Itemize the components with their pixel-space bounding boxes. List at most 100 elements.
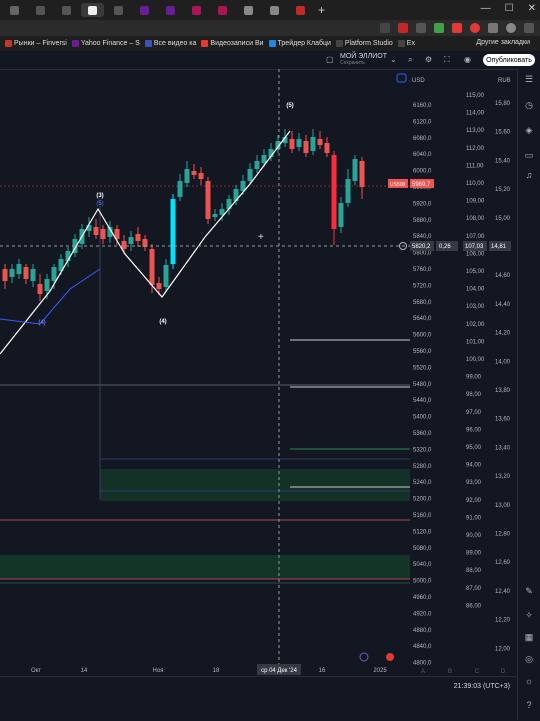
layout-name[interactable]: МОЙ ЭЛЛИОТ Сохранить xyxy=(340,53,387,67)
browser-tab[interactable] xyxy=(107,3,130,17)
calendar-icon[interactable]: ▦ xyxy=(524,632,534,642)
price-axis-tick: 5280,0 xyxy=(413,464,432,470)
axis3-tick: 13,20 xyxy=(495,474,511,480)
ideas-icon[interactable]: ✧ xyxy=(525,610,533,620)
watchlist-icon[interactable]: ☰ xyxy=(524,74,534,84)
scale-letter: A xyxy=(421,669,425,675)
currency-label: USD xyxy=(412,78,425,84)
tab-favicon-icon xyxy=(10,5,19,15)
extensions-puzzle-icon[interactable] xyxy=(488,23,498,33)
time-axis-tick: 14 xyxy=(81,668,88,674)
browser-tab[interactable] xyxy=(211,3,234,17)
price-chart[interactable]: (3) (4) (5) (4) (5) 6160,0 6120,0 6080,0 6040,0… xyxy=(0,69,518,676)
maximize-icon[interactable]: ☐ xyxy=(504,3,514,14)
browser-tab[interactable] xyxy=(159,3,182,17)
axis3-tick: 14,60 xyxy=(495,273,511,279)
price-axis-tick: 5040,0 xyxy=(413,562,432,568)
close-icon[interactable]: ✕ xyxy=(527,3,536,14)
address-bar xyxy=(0,20,540,36)
browser-tab[interactable] xyxy=(3,3,26,17)
candle xyxy=(317,139,323,145)
candle xyxy=(338,203,344,227)
search-icon[interactable]: ⌕ xyxy=(408,55,413,64)
cross-price-tag xyxy=(410,241,434,251)
elliott-subwave-line xyxy=(0,268,101,325)
price-axis-tick: 5520,0 xyxy=(413,365,432,371)
candle xyxy=(30,269,36,281)
axis2-tick: 112,00 xyxy=(466,146,485,152)
bookmark-item[interactable]: Все видео ка xyxy=(144,40,196,47)
price-axis-tick: 4920,0 xyxy=(413,611,432,617)
currency-right-label: RUB xyxy=(498,78,511,84)
bookmark-item[interactable]: Трейдер Клабци xyxy=(268,40,331,47)
extension-icon[interactable] xyxy=(452,23,462,33)
axis3-tick: 14,40 xyxy=(495,302,511,308)
download-icon[interactable] xyxy=(434,23,444,33)
candle xyxy=(93,227,99,235)
add-alert-icon xyxy=(399,242,407,250)
browser-tab[interactable] xyxy=(133,3,156,17)
extension-icon[interactable] xyxy=(470,23,480,33)
candle xyxy=(51,267,57,281)
window-controls: — ☐ ✕ xyxy=(481,3,536,14)
fullscreen-icon[interactable]: ⛶ xyxy=(444,55,450,64)
minimize-icon[interactable]: — xyxy=(480,3,491,14)
pen-icon[interactable]: ✎ xyxy=(525,586,533,596)
price-axis-tick: 5720,0 xyxy=(413,283,432,289)
chat-icon[interactable]: ▭ xyxy=(524,150,534,160)
notifications-icon[interactable]: ♫ xyxy=(525,170,533,180)
wave-label: (3) xyxy=(96,193,103,199)
browser-tab[interactable] xyxy=(263,3,286,17)
browser-tab[interactable] xyxy=(185,3,208,17)
tab-favicon-icon xyxy=(244,5,253,15)
browser-tab[interactable] xyxy=(29,3,52,17)
help-icon[interactable]: ? xyxy=(526,700,532,710)
bulb-icon[interactable]: ☼ xyxy=(524,676,534,686)
price-axis-tick: 5920,0 xyxy=(413,201,432,207)
axis2-tick: 102,00 xyxy=(466,322,485,328)
axis3-tick: 15,80 xyxy=(495,101,511,107)
other-bookmarks[interactable]: Другие закладки xyxy=(476,39,530,46)
axis2-tick: 108,00 xyxy=(466,216,485,222)
new-tab-icon[interactable]: + xyxy=(318,3,326,17)
profile-avatar[interactable] xyxy=(506,23,516,33)
extension-icon[interactable] xyxy=(416,23,426,33)
bookmark-star-icon[interactable] xyxy=(380,23,390,33)
bookmark-item[interactable]: Ex xyxy=(397,40,415,47)
browser-tab[interactable] xyxy=(289,3,312,17)
candle xyxy=(275,141,281,149)
extension-icon[interactable] xyxy=(398,23,408,33)
price-axis-tick: 4840,0 xyxy=(413,644,432,650)
axis3-tick: 15,20 xyxy=(495,187,511,193)
crosshair-date-text: ср 04 Дек '24 xyxy=(261,668,298,674)
candle xyxy=(191,171,197,175)
price-axis-tick: 5160,0 xyxy=(413,513,432,519)
candle xyxy=(247,169,253,181)
candle xyxy=(163,265,169,287)
bookmark-item[interactable]: Видеозаписи Ви xyxy=(201,40,264,47)
candle xyxy=(156,283,162,289)
axis3-tick: 12,80 xyxy=(495,532,511,538)
layout-icon[interactable]: ▢ xyxy=(326,55,334,64)
publish-button[interactable]: Опубликовать xyxy=(483,54,535,66)
candle xyxy=(149,249,155,285)
bookmark-favicon-icon xyxy=(5,40,12,47)
alerts-clock-icon[interactable]: ◷ xyxy=(525,100,533,110)
browser-tab[interactable] xyxy=(237,3,260,17)
menu-icon[interactable] xyxy=(524,23,534,33)
settings-icon[interactable]: ⚙ xyxy=(425,55,433,64)
browser-tab[interactable] xyxy=(55,3,78,17)
timezone-label[interactable]: 21:39:03 (UTC+3) xyxy=(453,683,510,690)
bookmark-item[interactable]: Yahoo Finance – S xyxy=(71,40,140,47)
bookmark-item[interactable]: Рынки – Finversi xyxy=(5,40,67,47)
candle xyxy=(324,143,330,153)
streams-icon[interactable]: ◎ xyxy=(525,654,533,664)
browser-tab[interactable] xyxy=(81,3,104,17)
layers-icon[interactable]: ◈ xyxy=(525,125,533,135)
price-axis-tick: 5680,0 xyxy=(413,300,432,306)
replay-icon xyxy=(359,652,369,662)
camera-icon[interactable]: ◉ xyxy=(464,55,471,64)
dropdown-icon[interactable]: ⌄ xyxy=(390,55,397,64)
tab-favicon-icon xyxy=(192,5,201,15)
bookmark-item[interactable]: Platform Studio xyxy=(335,40,393,47)
